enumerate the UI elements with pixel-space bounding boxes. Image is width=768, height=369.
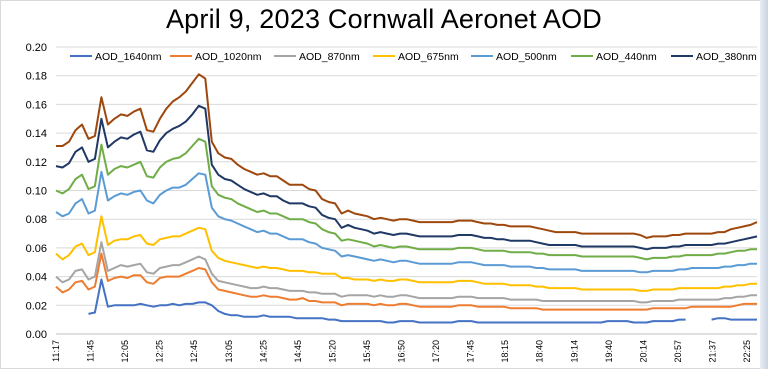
gridlines xyxy=(56,46,757,335)
series-lines xyxy=(55,73,758,324)
x-tick-label: 20:14 xyxy=(638,340,648,363)
x-tick-label: 18:40 xyxy=(535,340,545,363)
legend-label: AOD_380nm xyxy=(696,51,757,63)
x-tick-label: 12:25 xyxy=(155,340,165,363)
legend-label: AOD_1640nm xyxy=(95,51,162,63)
y-tick-label: 0.00 xyxy=(26,329,47,341)
y-tick-label: 0.14 xyxy=(26,128,47,140)
x-tick-label: 19:14 xyxy=(569,340,579,363)
y-tick-label: 0.08 xyxy=(26,214,47,226)
series-line-aod_380nm xyxy=(55,104,758,251)
legend-label: AOD_1020nm xyxy=(195,51,262,63)
series-line-aod_500nm xyxy=(55,170,757,274)
x-tick-label: 12:45 xyxy=(189,340,199,363)
y-tick-label: 0.10 xyxy=(26,186,47,198)
x-tick-label: 22:25 xyxy=(742,340,752,363)
y-tick-label: 0.18 xyxy=(26,71,47,83)
x-tick-label: 16:50 xyxy=(397,340,407,363)
x-tick-label: 14:45 xyxy=(293,340,303,363)
x-tick-label: 13:05 xyxy=(224,340,234,363)
x-tick-label: 17:20 xyxy=(431,340,441,363)
x-tick-label: 19:40 xyxy=(604,340,614,363)
series-line-aod_340nm xyxy=(56,73,758,239)
x-axis-ticks: 11:17 11:45 12:05 12:25 12:45 13:05 14:25 14:45… xyxy=(51,340,752,363)
legend-label: AOD_870nm xyxy=(299,51,360,63)
series-line-aod_440nm xyxy=(55,137,757,261)
x-tick-label: 17:45 xyxy=(466,340,476,363)
x-tick-label: 21:37 xyxy=(707,340,717,363)
x-tick-label: 18:15 xyxy=(500,340,510,363)
x-tick-label: 15:20 xyxy=(327,340,337,363)
legend-label: AOD_675nm xyxy=(398,51,459,63)
x-tick-label: 15:45 xyxy=(362,340,372,363)
y-tick-label: 0.04 xyxy=(26,272,47,284)
y-tick-label: 0.06 xyxy=(26,243,47,255)
x-tick-label: 14:25 xyxy=(258,340,268,363)
x-tick-label: 12:05 xyxy=(120,340,130,363)
window-edge xyxy=(760,0,768,369)
chart-title: April 9, 2023 Cornwall Aeronet AOD xyxy=(165,4,603,34)
legend-label: AOD_440nm xyxy=(596,51,657,63)
y-tick-label: 0.02 xyxy=(26,300,47,312)
x-tick-label: 11:17 xyxy=(51,340,61,362)
legend: AOD_1640nm AOD_1020nm AOD_870nm AOD_675nm AO… xyxy=(70,51,757,63)
x-tick-label: 20:57 xyxy=(673,340,683,363)
y-axis-ticks: 0.00 0.02 0.04 0.06 0.08 0.10 0.12 0.14 0.16 0.18… xyxy=(26,42,47,341)
series-line-aod_1020nm xyxy=(55,252,757,311)
series-line-aod_1640nm xyxy=(88,278,757,324)
y-tick-label: 0.20 xyxy=(26,42,47,54)
series-line-aod_675nm xyxy=(55,215,757,292)
y-tick-label: 0.16 xyxy=(26,99,47,111)
x-tick-label: 11:45 xyxy=(86,340,96,362)
y-tick-label: 0.12 xyxy=(26,157,47,169)
series-line-aod_870nm xyxy=(55,241,757,304)
legend-label: AOD_500nm xyxy=(496,51,557,63)
